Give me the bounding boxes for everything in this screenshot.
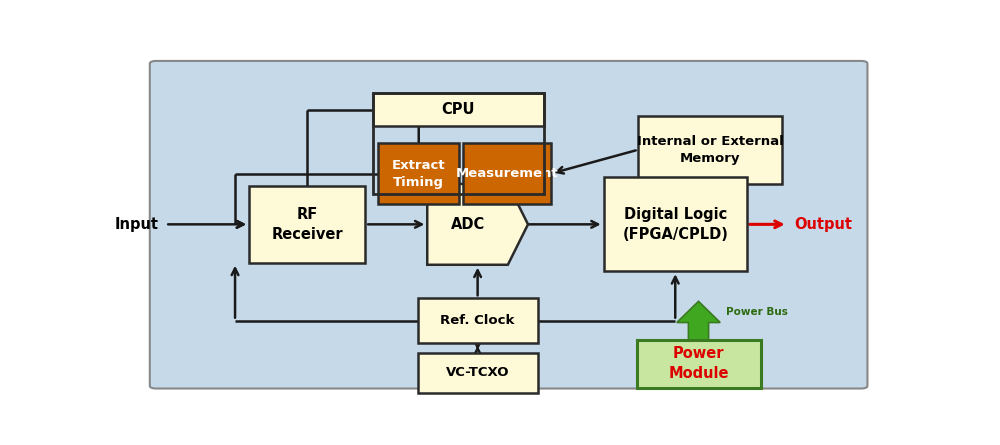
Text: Output: Output <box>794 217 852 232</box>
Bar <box>418 298 538 343</box>
Polygon shape <box>427 184 528 265</box>
Text: Measurement: Measurement <box>456 167 558 180</box>
Bar <box>378 143 459 203</box>
Bar <box>418 353 538 393</box>
Text: ADC: ADC <box>450 217 485 232</box>
Bar <box>373 93 544 126</box>
Text: VC-TCXO: VC-TCXO <box>446 366 509 380</box>
Text: Internal or External
Memory: Internal or External Memory <box>637 135 784 165</box>
Bar <box>249 186 365 263</box>
Text: Power Bus: Power Bus <box>726 307 788 317</box>
Text: RF
Receiver: RF Receiver <box>271 207 343 242</box>
Polygon shape <box>677 301 720 340</box>
Text: CPU: CPU <box>442 102 475 117</box>
Text: Power
Module: Power Module <box>668 346 729 381</box>
Bar <box>604 178 747 271</box>
Bar <box>637 340 761 388</box>
FancyBboxPatch shape <box>150 61 867 388</box>
Bar <box>463 143 551 203</box>
Bar <box>638 116 782 183</box>
Text: Digital Logic
(FPGA/CPLD): Digital Logic (FPGA/CPLD) <box>622 207 728 242</box>
Bar <box>373 93 544 194</box>
Text: Input: Input <box>115 217 159 232</box>
Text: Ref. Clock: Ref. Clock <box>440 314 515 327</box>
Text: Extract
Timing: Extract Timing <box>392 158 446 189</box>
